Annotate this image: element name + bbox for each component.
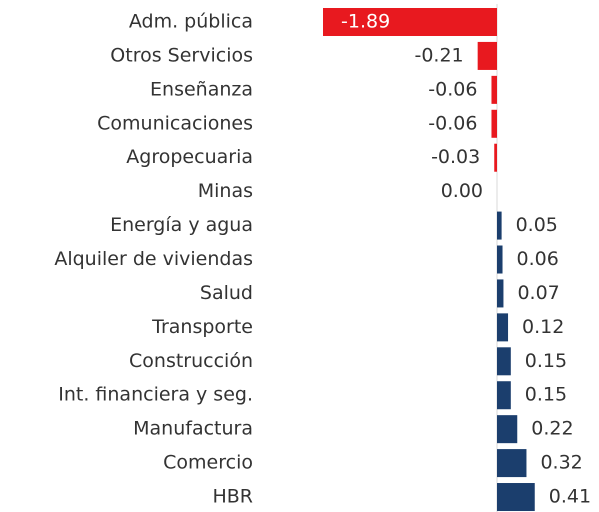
value-label: 0.07 <box>517 282 559 304</box>
value-label: -0.06 <box>428 112 477 134</box>
category-label: Comercio <box>163 452 253 474</box>
value-label: -0.21 <box>414 44 463 66</box>
value-label: -0.03 <box>431 146 480 168</box>
category-label: Energía y agua <box>110 214 253 236</box>
bar <box>497 313 509 342</box>
value-label: 0.32 <box>540 452 582 474</box>
value-label: -0.06 <box>428 78 477 100</box>
category-label: Agropecuaria <box>126 146 253 168</box>
category-label: Minas <box>198 180 253 202</box>
category-label: Alquiler de viviendas <box>54 248 253 270</box>
value-label: -1.89 <box>341 11 390 33</box>
bar <box>491 75 497 104</box>
bar <box>497 483 535 512</box>
value-label: 0.22 <box>531 418 573 440</box>
bar <box>497 449 527 478</box>
bar <box>497 381 511 410</box>
category-label: Manufactura <box>133 418 253 440</box>
value-label: 0.15 <box>525 384 567 406</box>
category-label: Construcción <box>129 350 253 372</box>
value-label: 0.00 <box>441 180 483 202</box>
bar <box>323 8 497 36</box>
bar <box>497 415 518 444</box>
bar <box>497 279 504 308</box>
value-label: 0.06 <box>517 248 559 270</box>
category-label: HBR <box>212 486 253 508</box>
category-label: Salud <box>200 282 253 304</box>
category-label: Otros Servicios <box>110 44 253 66</box>
category-label: Adm. pública <box>129 11 253 33</box>
category-label: Enseñanza <box>150 78 253 100</box>
bar <box>491 109 497 138</box>
category-label: Comunicaciones <box>97 112 253 134</box>
value-label: 0.05 <box>516 214 558 236</box>
value-label: 0.41 <box>549 486 591 508</box>
bar <box>497 347 511 376</box>
value-label: 0.15 <box>525 350 567 372</box>
bar <box>477 41 497 70</box>
category-label: Transporte <box>151 316 253 338</box>
bar <box>494 143 497 172</box>
value-label: 0.12 <box>522 316 564 338</box>
category-label: Int. financiera y seg. <box>58 384 253 406</box>
bar <box>497 245 503 274</box>
bar <box>497 211 502 240</box>
